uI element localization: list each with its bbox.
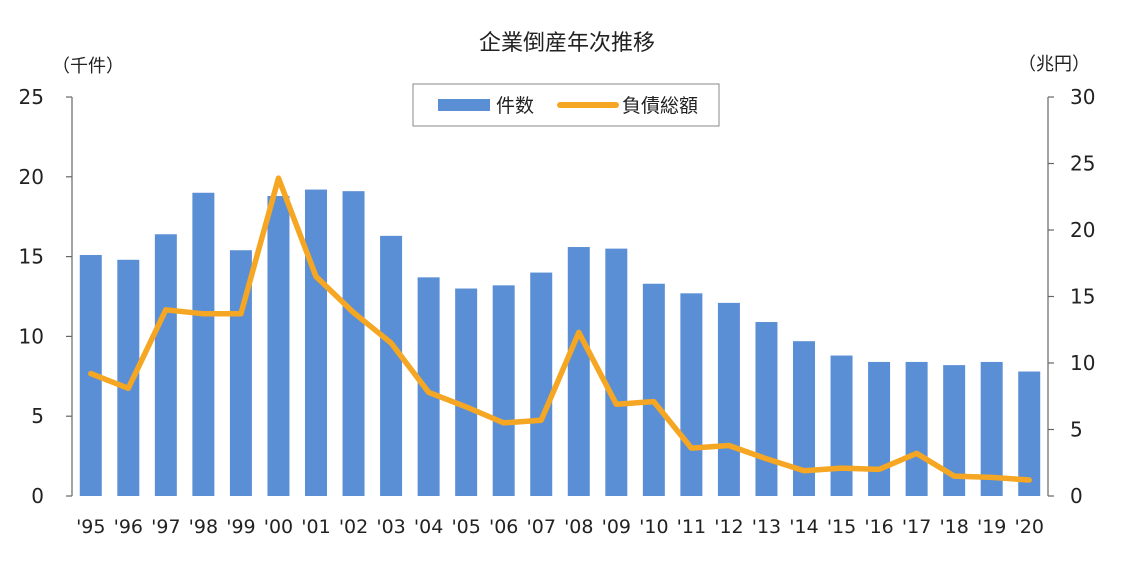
x-tick-label: '97 [151,516,180,538]
right-tick-label: 5 [1070,418,1083,442]
x-tick-label: '19 [977,516,1006,538]
x-tick-label: '05 [451,516,480,538]
left-tick-label: 15 [19,245,44,269]
x-tick-label: '03 [376,516,405,538]
x-tick-label: '00 [264,516,293,538]
bar [567,247,590,496]
bar [943,365,966,496]
bar [192,192,215,496]
legend-label-line: 負債総額 [622,95,698,117]
x-tick-label: '04 [414,516,443,538]
right-tick-label: 0 [1070,484,1083,508]
x-tick-label: '98 [189,516,218,538]
left-tick-label: 0 [31,484,44,508]
bar [868,361,891,496]
right-tick-label: 15 [1070,285,1095,309]
x-tick-label: '20 [1015,516,1044,538]
right-tick-label: 20 [1070,218,1095,242]
x-tick-label: '07 [527,516,556,538]
bar [342,191,365,496]
x-tick-label: '11 [677,516,706,538]
bar [830,355,853,496]
bar [793,341,815,496]
x-tick-label: '08 [564,516,593,538]
x-tick-label: '01 [301,516,330,538]
bar [717,302,740,496]
x-tick-label: '02 [339,516,368,538]
left-tick-label: 20 [19,165,44,189]
x-tick-label: '13 [752,516,781,538]
x-axis: '95 '96 '97 '98 '99 '00 '01 '02 '03 '04 '05 '06 '07 '… [76,516,1044,538]
x-tick-label: '17 [902,516,931,538]
right-tick-label: 25 [1070,152,1095,176]
bar [417,277,440,496]
bar [755,322,778,496]
bar-series [79,189,1041,497]
bar [642,283,665,496]
bar [117,259,140,496]
bar [1018,371,1041,496]
right-axis: 0 5 10 15 20 25 30 [1047,85,1095,508]
bar [605,248,628,496]
x-tick-label: '14 [789,516,818,538]
x-tick-label: '16 [864,516,893,538]
legend-label-bar: 件数 [496,95,534,117]
left-axis-unit: （千件） [52,56,124,77]
bar [492,285,515,496]
x-tick-label: '12 [714,516,743,538]
left-tick-label: 10 [19,324,44,348]
x-tick-label: '18 [939,516,968,538]
x-tick-label: '10 [639,516,668,538]
right-tick-label: 10 [1070,351,1095,375]
right-tick-label: 30 [1070,85,1095,109]
legend-swatch-bar [438,99,490,111]
bar [980,361,1003,496]
line-series [88,175,1032,483]
bar [455,288,478,496]
x-tick-label: '09 [602,516,631,538]
right-axis-unit: （兆円） [1018,54,1090,75]
x-tick-label: '95 [76,516,105,538]
bar [680,293,703,496]
left-tick-label: 5 [31,404,44,428]
bar [905,361,928,496]
bar [530,272,553,496]
left-tick-label: 25 [19,85,44,109]
x-tick-label: '99 [226,516,255,538]
chart-title: 企業倒産年次推移 [479,31,655,56]
bar [154,234,177,497]
legend: 件数 負債総額 [412,83,720,127]
left-axis: 0 5 10 15 20 25 [19,85,73,508]
x-tick-label: '06 [489,516,518,538]
line-path [88,175,1032,483]
x-tick-label: '96 [114,516,143,538]
x-tick-label: '15 [827,516,856,538]
bar [305,189,327,496]
bar [267,195,290,496]
bar [380,235,403,497]
